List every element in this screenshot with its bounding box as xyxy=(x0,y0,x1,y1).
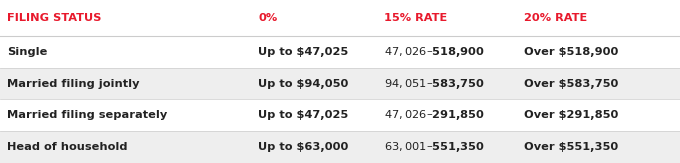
Text: Over $518,900: Over $518,900 xyxy=(524,47,618,57)
Text: Over $583,750: Over $583,750 xyxy=(524,79,618,89)
Text: Married filing jointly: Married filing jointly xyxy=(7,79,139,89)
Text: Up to $63,000: Up to $63,000 xyxy=(258,142,349,152)
FancyBboxPatch shape xyxy=(0,68,680,99)
Text: Up to $47,025: Up to $47,025 xyxy=(258,110,349,120)
Text: $47,026 – $518,900: $47,026 – $518,900 xyxy=(384,45,485,59)
FancyBboxPatch shape xyxy=(0,131,680,163)
Text: FILING STATUS: FILING STATUS xyxy=(7,13,101,23)
Text: 0%: 0% xyxy=(258,13,277,23)
Text: Up to $94,050: Up to $94,050 xyxy=(258,79,349,89)
FancyBboxPatch shape xyxy=(0,36,680,68)
Text: $47,026 – $291,850: $47,026 – $291,850 xyxy=(384,108,485,122)
Text: $94,051 – $583,750: $94,051 – $583,750 xyxy=(384,77,485,90)
Text: Up to $47,025: Up to $47,025 xyxy=(258,47,349,57)
Text: Over $551,350: Over $551,350 xyxy=(524,142,618,152)
Text: $63,001 – $551,350: $63,001 – $551,350 xyxy=(384,140,485,154)
Text: Over $291,850: Over $291,850 xyxy=(524,110,618,120)
Text: Married filing separately: Married filing separately xyxy=(7,110,167,120)
Text: 15% RATE: 15% RATE xyxy=(384,13,447,23)
FancyBboxPatch shape xyxy=(0,99,680,131)
Text: 20% RATE: 20% RATE xyxy=(524,13,587,23)
Text: Single: Single xyxy=(7,47,47,57)
Text: Head of household: Head of household xyxy=(7,142,127,152)
